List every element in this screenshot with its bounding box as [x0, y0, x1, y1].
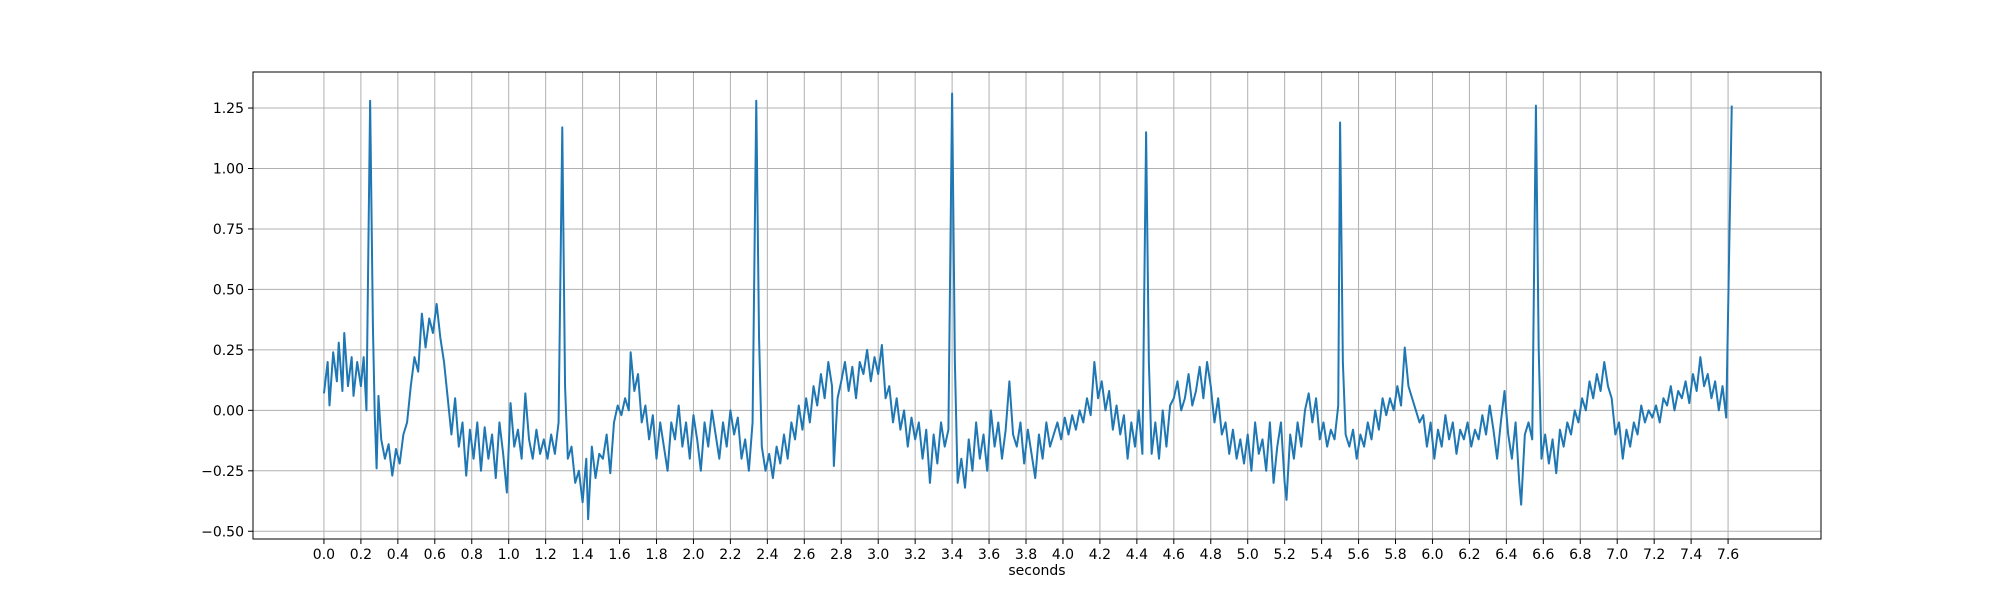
x-tick-label: 7.0: [1606, 547, 1628, 563]
y-tick-label: 0.00: [213, 403, 244, 419]
x-tick-label: 7.2: [1643, 547, 1665, 563]
x-tick-label: 5.0: [1237, 547, 1259, 563]
x-tick-label: 7.6: [1717, 547, 1739, 563]
x-tick-label: 3.0: [867, 547, 889, 563]
x-tick-label: 1.6: [608, 547, 630, 563]
x-tick-label: 1.2: [535, 547, 557, 563]
y-tick-label: −0.50: [201, 524, 244, 540]
x-tick-label: 3.8: [1015, 547, 1037, 563]
plot-frame: [252, 71, 1822, 540]
x-tick-label: 0.6: [424, 547, 446, 563]
x-tick-label: 6.0: [1421, 547, 1443, 563]
x-tick-label: 4.6: [1163, 547, 1185, 563]
x-tick-label: 4.4: [1126, 547, 1148, 563]
x-tick-label: 2.0: [682, 547, 704, 563]
x-tick-label: 5.4: [1310, 547, 1332, 563]
x-tick-label: 6.2: [1458, 547, 1480, 563]
x-axis-label: seconds: [1008, 563, 1065, 579]
x-tick-label: 6.6: [1532, 547, 1554, 563]
x-tick-label: 0.0: [313, 547, 335, 563]
x-tick-label: 5.2: [1274, 547, 1296, 563]
x-tick-label: 2.2: [719, 547, 741, 563]
x-tick-label: 0.8: [461, 547, 483, 563]
y-tick-label: 1.00: [213, 161, 244, 177]
x-tick-label: 4.8: [1200, 547, 1222, 563]
x-tick-label: 3.2: [904, 547, 926, 563]
x-tick-label: 1.8: [645, 547, 667, 563]
x-tick-label: 2.4: [756, 547, 778, 563]
series-line: [322, 92, 1733, 521]
y-tick-label: 0.75: [213, 222, 244, 238]
x-tick-label: 6.4: [1495, 547, 1517, 563]
x-tick-label: 1.0: [498, 547, 520, 563]
x-tick-label: 2.6: [793, 547, 815, 563]
y-tick-label: 0.25: [213, 343, 244, 359]
x-tick-label: 0.2: [350, 547, 372, 563]
x-tick-label: 4.0: [1052, 547, 1074, 563]
y-tick-label: −0.25: [201, 464, 244, 480]
x-tick-label: 0.4: [387, 547, 409, 563]
x-tick-label: 3.6: [978, 547, 1000, 563]
x-tick-label: 5.8: [1384, 547, 1406, 563]
x-tick-label: 7.4: [1680, 547, 1702, 563]
y-tick-label: 1.25: [213, 101, 244, 117]
x-tick-label: 6.8: [1569, 547, 1591, 563]
x-tick-label: 5.6: [1347, 547, 1369, 563]
x-tick-label: 2.8: [830, 547, 852, 563]
x-tick-label: 4.2: [1089, 547, 1111, 563]
x-tick-label: 1.4: [571, 547, 593, 563]
x-tick-label: 3.4: [941, 547, 963, 563]
y-tick-label: 0.50: [213, 282, 244, 298]
